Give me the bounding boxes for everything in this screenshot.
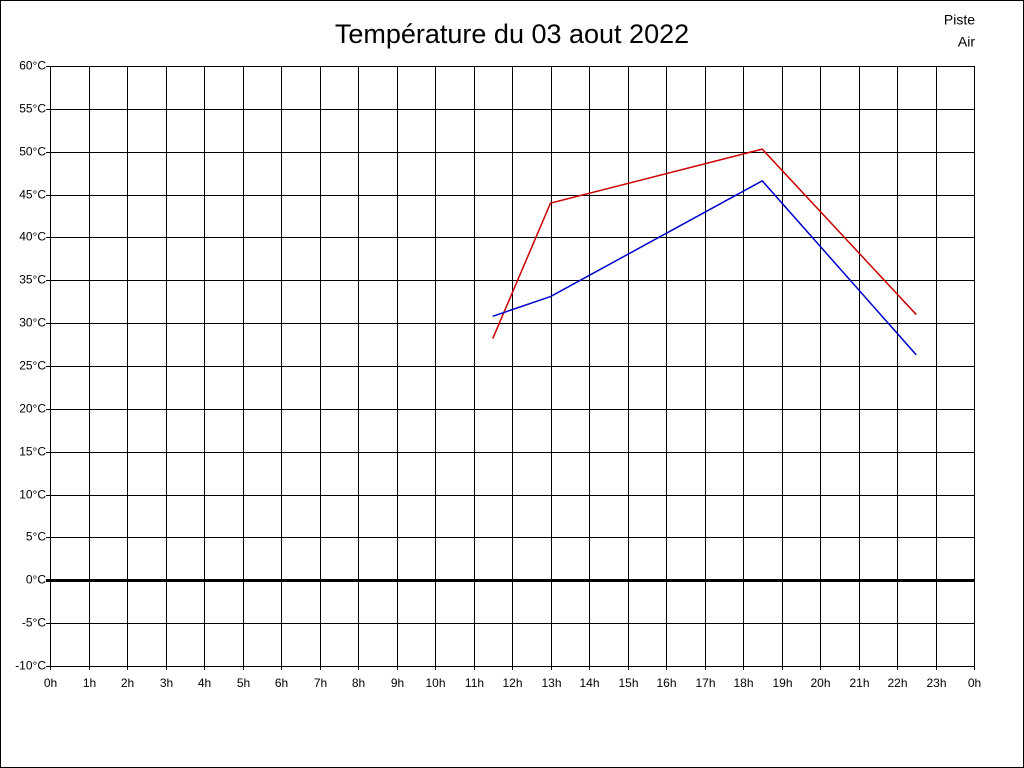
x-tick-label: 4h — [198, 676, 211, 690]
x-tick-label: 13h — [541, 676, 561, 690]
x-tick-label: 20h — [810, 676, 830, 690]
y-tick-label: 35°C — [19, 273, 46, 287]
x-tick-label: 8h — [352, 676, 365, 690]
x-tick-label: 14h — [579, 676, 599, 690]
x-tick-label: 15h — [618, 676, 638, 690]
x-tick-label: 22h — [887, 676, 907, 690]
series-line — [492, 148, 917, 339]
y-tick-label: 45°C — [19, 188, 46, 202]
x-tick-label: 5h — [237, 676, 250, 690]
chart-title: Température du 03 aout 2022 — [335, 19, 689, 49]
x-tick-label: 7h — [314, 676, 327, 690]
y-tick-label: 0°C — [26, 573, 46, 587]
x-tick-label: 23h — [926, 676, 946, 690]
y-tick-label: 25°C — [19, 359, 46, 373]
y-tick-label: -10°C — [15, 659, 46, 673]
y-tick-label: 30°C — [19, 316, 46, 330]
x-tick-label: 18h — [733, 676, 753, 690]
y-tick-label: 10°C — [19, 488, 46, 502]
x-tick-label: 17h — [695, 676, 715, 690]
x-tick-label: 16h — [656, 676, 676, 690]
x-tick-label: 3h — [160, 676, 173, 690]
x-tick-label: 11h — [465, 676, 484, 690]
x-tick-label: 9h — [391, 676, 404, 690]
y-tick-label: 5°C — [26, 530, 46, 544]
x-tick-label: 10h — [425, 676, 445, 690]
y-tick-label: 40°C — [19, 230, 46, 244]
y-tick-label: 15°C — [19, 445, 46, 459]
x-tick-label: 1h — [83, 676, 96, 690]
x-tick-label: 0h — [968, 676, 981, 690]
y-tick-label: 20°C — [19, 402, 46, 416]
x-tick-label: 21h — [849, 676, 869, 690]
x-tick-label: 12h — [502, 676, 522, 690]
y-tick-label: 55°C — [19, 102, 46, 116]
y-tick-label: 60°C — [19, 59, 46, 73]
y-tick-label: -5°C — [22, 616, 46, 630]
series-line — [492, 179, 917, 356]
x-tick-label: 2h — [121, 676, 134, 690]
legend-entry: Air — [958, 34, 975, 50]
legend-entry: Piste — [944, 12, 975, 28]
x-tick-label: 6h — [275, 676, 288, 690]
x-tick-label: 19h — [772, 676, 792, 690]
x-tick-label: 0h — [44, 676, 57, 690]
y-tick-label: 50°C — [19, 145, 46, 159]
